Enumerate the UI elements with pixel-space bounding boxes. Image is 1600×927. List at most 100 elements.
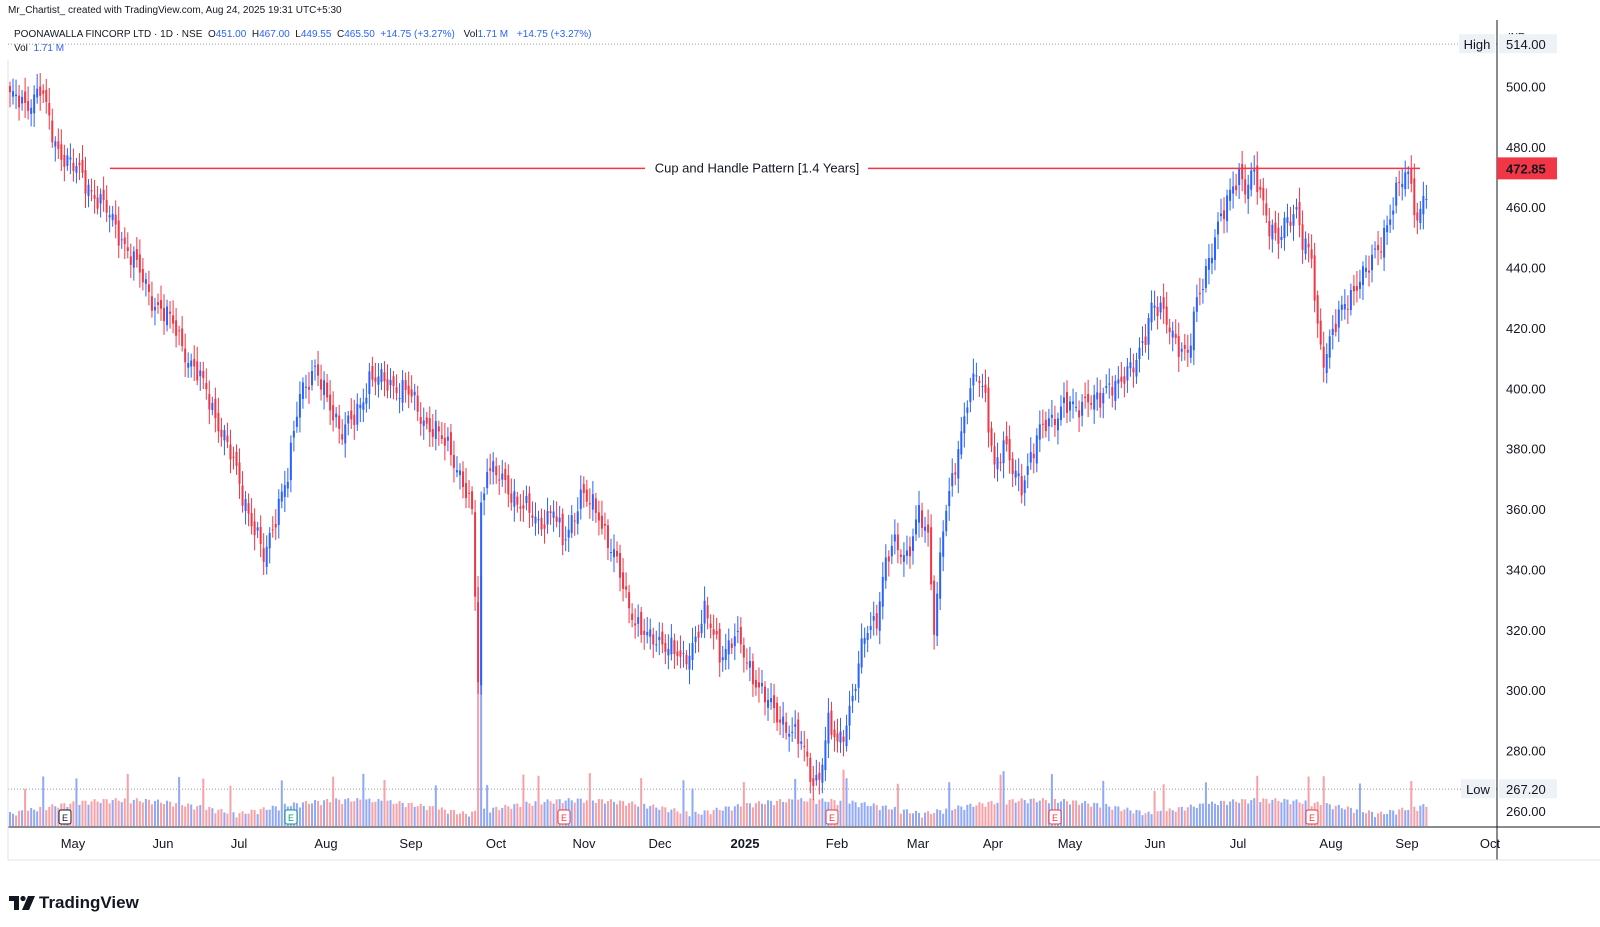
candle-body bbox=[1389, 219, 1392, 225]
volume-value: 1.71 M bbox=[33, 43, 65, 54]
volume-bar bbox=[936, 809, 939, 826]
tradingview-logo[interactable]: TradingView bbox=[9, 893, 139, 913]
volume-bar bbox=[193, 809, 196, 826]
candle-body bbox=[42, 90, 45, 94]
candle-body bbox=[1334, 323, 1337, 332]
candle-body bbox=[1177, 336, 1180, 357]
volume-bar bbox=[1075, 800, 1078, 826]
candle-body bbox=[301, 382, 304, 399]
volume-bar bbox=[386, 800, 389, 826]
candle-body bbox=[588, 503, 591, 505]
volume-bar bbox=[1038, 800, 1041, 826]
volume-bar bbox=[223, 812, 226, 826]
earnings-marker[interactable] bbox=[58, 809, 72, 825]
candle-body bbox=[933, 580, 936, 635]
candle-body bbox=[126, 247, 129, 252]
volume-bar bbox=[374, 801, 377, 826]
candle-body bbox=[18, 95, 21, 108]
volume-bar bbox=[452, 810, 455, 826]
candle-body bbox=[570, 515, 573, 534]
volume-bar bbox=[1135, 809, 1138, 826]
volume-bar bbox=[338, 799, 341, 826]
volume-bar bbox=[262, 807, 265, 826]
candle-body bbox=[767, 699, 770, 708]
volume-bar bbox=[163, 804, 166, 826]
volume-bar bbox=[341, 803, 344, 826]
volume-bar bbox=[969, 803, 972, 826]
volume-bar bbox=[1150, 814, 1153, 826]
symbol-name[interactable]: POONAWALLA FINCORP LTD · 1D · NSE bbox=[14, 29, 203, 40]
candle-body bbox=[670, 637, 673, 655]
volume-bar bbox=[860, 802, 863, 826]
candle-body bbox=[458, 470, 461, 476]
candle-body bbox=[247, 503, 250, 514]
candle-body bbox=[1325, 354, 1328, 374]
candle-body bbox=[60, 144, 63, 160]
candle-body bbox=[178, 330, 181, 332]
candle-body bbox=[887, 556, 890, 562]
candle-body bbox=[1144, 336, 1147, 345]
pattern-annotation[interactable]: Cup and Handle Pattern [1.4 Years] bbox=[655, 160, 860, 175]
candle-body bbox=[960, 431, 963, 455]
candle-body bbox=[33, 94, 36, 114]
candle-body bbox=[443, 437, 446, 446]
volume-bar bbox=[845, 778, 848, 826]
volume-bar bbox=[1265, 798, 1268, 826]
candle-body bbox=[537, 519, 540, 521]
volume-row: Vol 1.71 M bbox=[14, 42, 597, 56]
earnings-marker[interactable] bbox=[825, 809, 839, 825]
candle-body bbox=[606, 525, 609, 549]
volume-bar bbox=[1322, 776, 1325, 826]
volume-bar bbox=[1120, 811, 1123, 826]
volume-bar bbox=[1017, 801, 1020, 826]
candle-body bbox=[896, 534, 899, 551]
candle-body bbox=[365, 397, 368, 404]
earnings-marker[interactable] bbox=[284, 809, 298, 825]
earnings-marker[interactable] bbox=[1048, 809, 1062, 825]
volume-bar bbox=[673, 808, 676, 826]
volume-bar bbox=[1032, 798, 1035, 826]
candle-body bbox=[939, 552, 942, 599]
volume-bar bbox=[646, 808, 649, 826]
volume-bar bbox=[655, 807, 658, 826]
candle-body bbox=[543, 524, 546, 529]
volume-bar bbox=[664, 807, 667, 826]
candle-body bbox=[211, 402, 214, 411]
volume-bar bbox=[525, 801, 528, 826]
volume-bar bbox=[468, 816, 471, 826]
earnings-marker[interactable] bbox=[557, 809, 571, 825]
volume-bar bbox=[908, 813, 911, 826]
volume-bar bbox=[1005, 804, 1008, 826]
candle-body bbox=[1349, 290, 1352, 311]
candle-body bbox=[84, 170, 87, 194]
volume-bar bbox=[265, 809, 268, 826]
candle-body bbox=[1180, 348, 1183, 352]
volume-bar bbox=[1413, 806, 1416, 826]
candle-body bbox=[1253, 169, 1256, 172]
volume-bar bbox=[915, 810, 917, 826]
candle-body bbox=[75, 165, 78, 173]
candle-body bbox=[1026, 466, 1029, 475]
attribution-text: Mr_Chartist_ created with TradingView.co… bbox=[8, 5, 342, 16]
candle-body bbox=[371, 366, 374, 380]
volume-bar bbox=[597, 799, 600, 826]
candle-body bbox=[981, 386, 984, 388]
candle-body bbox=[655, 644, 658, 646]
volume-bar bbox=[516, 803, 519, 826]
earnings-marker[interactable] bbox=[1305, 809, 1319, 825]
candle-body bbox=[214, 398, 217, 419]
high-value-box bbox=[1499, 34, 1557, 54]
candle-body bbox=[513, 491, 516, 507]
volume-bar bbox=[1198, 803, 1201, 826]
candle-body bbox=[332, 405, 335, 421]
price-chart[interactable]: Cup and Handle Pattern [1.4 Years] E E E E E E… bbox=[0, 0, 1600, 880]
volume-bar bbox=[1213, 803, 1216, 826]
volume-label[interactable]: Vol bbox=[14, 43, 28, 54]
x-tick-label: Feb bbox=[826, 836, 848, 851]
candle-body bbox=[51, 120, 54, 143]
volume-bar bbox=[205, 809, 208, 826]
earnings-marker-label: E bbox=[1309, 813, 1315, 823]
candle-body bbox=[468, 492, 471, 494]
candle-body bbox=[948, 491, 951, 507]
candle-body bbox=[890, 545, 893, 557]
